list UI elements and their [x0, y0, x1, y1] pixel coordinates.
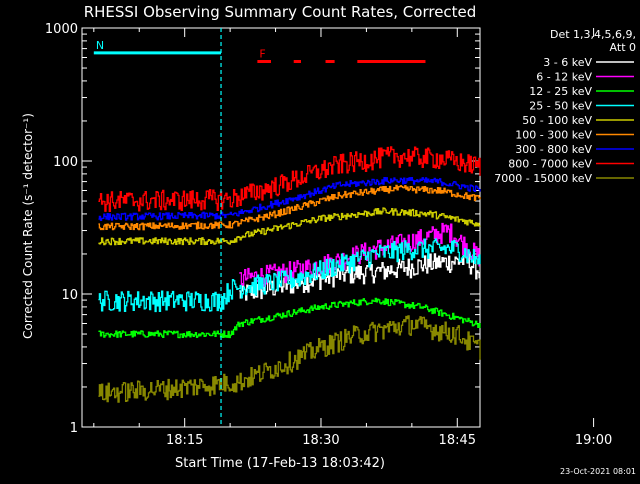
- series-line-300-800-: [98, 176, 481, 221]
- y-tick-label: 100: [53, 155, 78, 170]
- series-line-100-300-: [98, 184, 481, 231]
- legend-label: 7000 - 15000 keV: [494, 172, 592, 185]
- legend-label: 12 - 25 keV: [529, 85, 592, 98]
- legend-label: 100 - 300 keV: [515, 129, 592, 142]
- series-line-6-12-: [239, 222, 480, 288]
- y-tick-label: 10: [61, 288, 78, 303]
- flag-label-F: F: [259, 47, 265, 60]
- plot-lines: [98, 146, 481, 403]
- series-line-800-7000-: [98, 146, 481, 213]
- legend-label: 25 - 50 keV: [529, 100, 592, 113]
- legend: Det 1,3,4,5,6,9,Att 0 3 - 6 keV 6 - 12 keV…: [494, 28, 636, 185]
- plot-flags: NF: [93, 39, 426, 63]
- legend-label: 800 - 7000 keV: [508, 158, 592, 171]
- series-line-25-50-: [98, 238, 481, 313]
- plot-frame: [81, 27, 481, 428]
- series-line-50-100-: [98, 207, 481, 246]
- series-line-12-25-: [98, 297, 481, 339]
- y-axis-label: Corrected Count Rate (s⁻¹ detector⁻¹): [21, 113, 35, 339]
- x-tick-label: 19:00: [575, 433, 612, 448]
- x-axis-label: Start Time (17-Feb-13 18:03:42): [175, 456, 385, 471]
- series-line-7000-15000-: [98, 315, 481, 403]
- legend-header: Det 1,3,4,5,6,9,: [550, 28, 636, 41]
- y-tick-label: 1000: [45, 22, 78, 37]
- legend-label: 300 - 800 keV: [515, 143, 592, 156]
- x-tick-label: 18:30: [302, 433, 339, 448]
- y-tick-label: 1: [70, 421, 78, 436]
- flag-label-N: N: [96, 39, 104, 52]
- legend-label: 50 - 100 keV: [522, 114, 592, 127]
- legend-label: 6 - 12 keV: [536, 71, 592, 84]
- x-tick-label: 18:45: [439, 433, 476, 448]
- legend-label: 3 - 6 keV: [543, 56, 592, 69]
- chart-title: RHESSI Observing Summary Count Rates, Co…: [84, 3, 477, 21]
- legend-header: Att 0: [610, 41, 636, 54]
- series-line-3-6-: [239, 251, 480, 301]
- footer-timestamp: 23-Oct-2021 08:01: [560, 467, 636, 476]
- x-tick-label: 18:15: [166, 433, 203, 448]
